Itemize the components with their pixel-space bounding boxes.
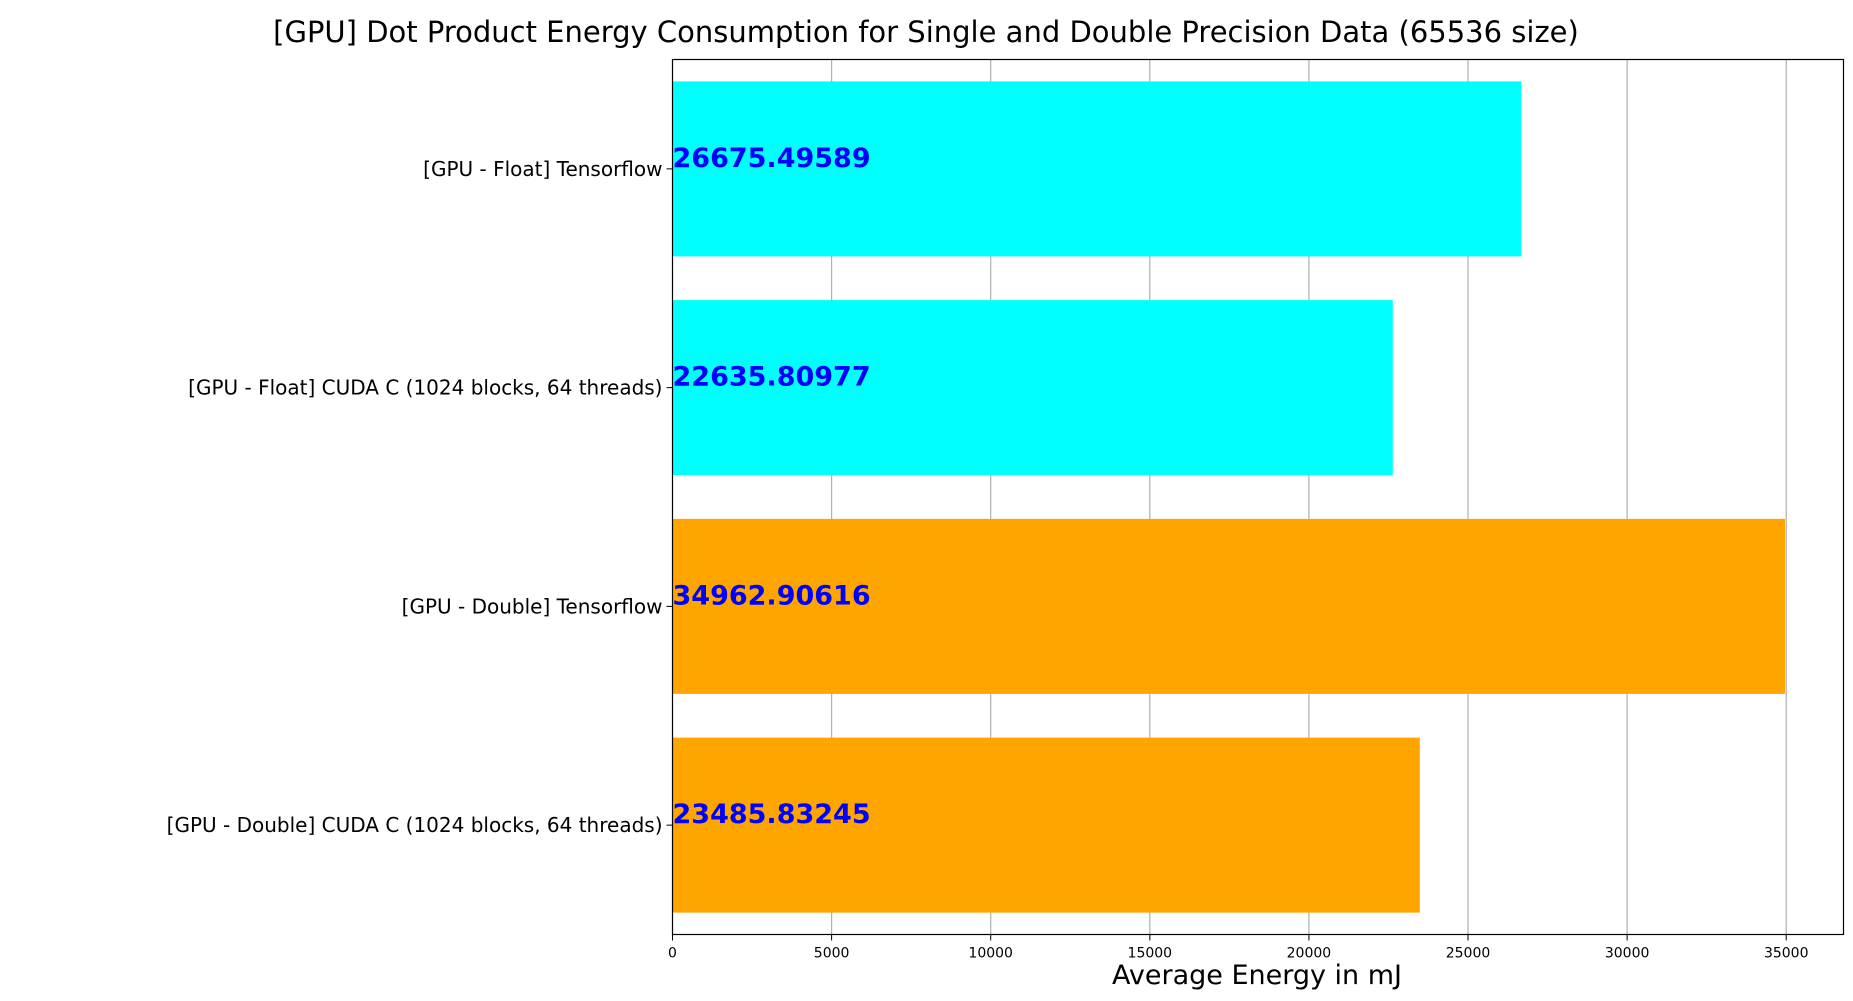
bar: [672, 300, 1393, 476]
x-tick-label: 20000: [1287, 946, 1332, 962]
chart-title: [GPU] Dot Product Energy Consumption for…: [273, 15, 1579, 49]
bar: [672, 518, 1786, 694]
y-tick-label: [GPU - Double] Tensorflow: [402, 594, 663, 618]
x-tick-label: 15000: [1128, 946, 1173, 962]
y-axis: [GPU - Float] Tensorflow [GPU - Float] CU…: [167, 157, 673, 837]
data-labels: 26675.49589 22635.80977 34962.90616 23485.8…: [673, 143, 871, 830]
bar: [672, 737, 1420, 913]
x-axis-label: Average Energy in mJ: [1112, 960, 1402, 991]
bar-value-label: 34962.90616: [673, 580, 871, 611]
bar: [672, 81, 1522, 257]
bar-value-label: 22635.80977: [673, 362, 871, 393]
y-tick-label: [GPU - Double] CUDA C (1024 blocks, 64 t…: [167, 813, 663, 837]
x-tick-label: 35000: [1764, 946, 1809, 962]
x-tick-label: 30000: [1605, 946, 1650, 962]
x-tick-label: 25000: [1446, 946, 1491, 962]
x-tick-label: 10000: [968, 946, 1013, 962]
y-tick-label: [GPU - Float] Tensorflow: [423, 157, 662, 181]
x-tick-label: 5000: [814, 946, 850, 962]
bar-value-label: 23485.83245: [673, 799, 871, 830]
y-tick-label: [GPU - Float] CUDA C (1024 blocks, 64 th…: [188, 376, 662, 400]
bars: [672, 81, 1786, 913]
x-axis: 0 5000 10000 15000 20000 25000 30000 35000: [668, 934, 1809, 962]
plot-frame: [671, 58, 1845, 936]
x-tick-label: 0: [668, 946, 677, 962]
bar-value-label: 26675.49589: [673, 143, 871, 174]
